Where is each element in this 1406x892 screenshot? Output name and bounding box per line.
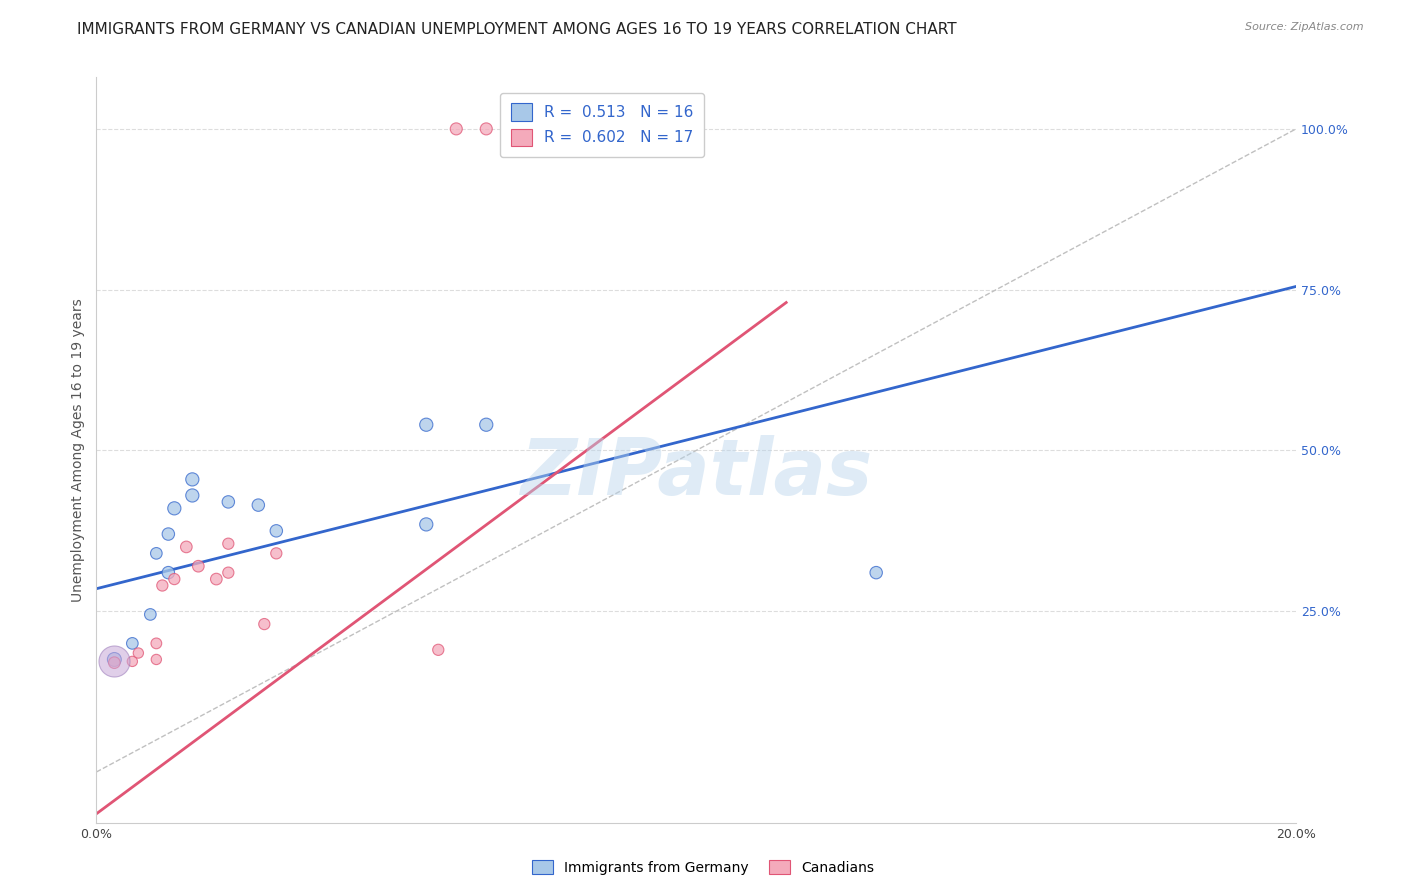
- Legend: Immigrants from Germany, Canadians: Immigrants from Germany, Canadians: [526, 855, 880, 880]
- Point: [865, 566, 887, 580]
- Point: [217, 566, 239, 580]
- Point: [217, 537, 239, 551]
- Legend: R =  0.513   N = 16, R =  0.602   N = 17: R = 0.513 N = 16, R = 0.602 N = 17: [501, 93, 704, 157]
- Point: [415, 417, 437, 432]
- Point: [181, 488, 204, 502]
- Point: [103, 654, 125, 668]
- Point: [427, 642, 450, 657]
- Point: [139, 607, 162, 622]
- Point: [145, 546, 167, 560]
- Point: [475, 121, 498, 136]
- Point: [266, 524, 288, 538]
- Point: [150, 578, 173, 592]
- Point: [163, 501, 186, 516]
- Point: [157, 527, 180, 541]
- Point: [415, 517, 437, 532]
- Point: [475, 417, 498, 432]
- Text: IMMIGRANTS FROM GERMANY VS CANADIAN UNEMPLOYMENT AMONG AGES 16 TO 19 YEARS CORRE: IMMIGRANTS FROM GERMANY VS CANADIAN UNEM…: [77, 22, 957, 37]
- Point: [145, 652, 167, 666]
- Text: Source: ZipAtlas.com: Source: ZipAtlas.com: [1246, 22, 1364, 32]
- Point: [247, 498, 270, 512]
- Point: [157, 566, 180, 580]
- Point: [176, 540, 198, 554]
- Point: [121, 636, 143, 650]
- Point: [127, 646, 149, 660]
- Point: [145, 636, 167, 650]
- Point: [103, 656, 125, 670]
- Text: ZIPatlas: ZIPatlas: [520, 434, 872, 511]
- Point: [253, 617, 276, 632]
- Point: [103, 652, 125, 666]
- Point: [181, 472, 204, 486]
- Y-axis label: Unemployment Among Ages 16 to 19 years: Unemployment Among Ages 16 to 19 years: [72, 299, 86, 602]
- Point: [187, 559, 209, 574]
- Point: [217, 495, 239, 509]
- Point: [121, 654, 143, 668]
- Point: [446, 121, 468, 136]
- Point: [163, 572, 186, 586]
- Point: [266, 546, 288, 560]
- Point: [205, 572, 228, 586]
